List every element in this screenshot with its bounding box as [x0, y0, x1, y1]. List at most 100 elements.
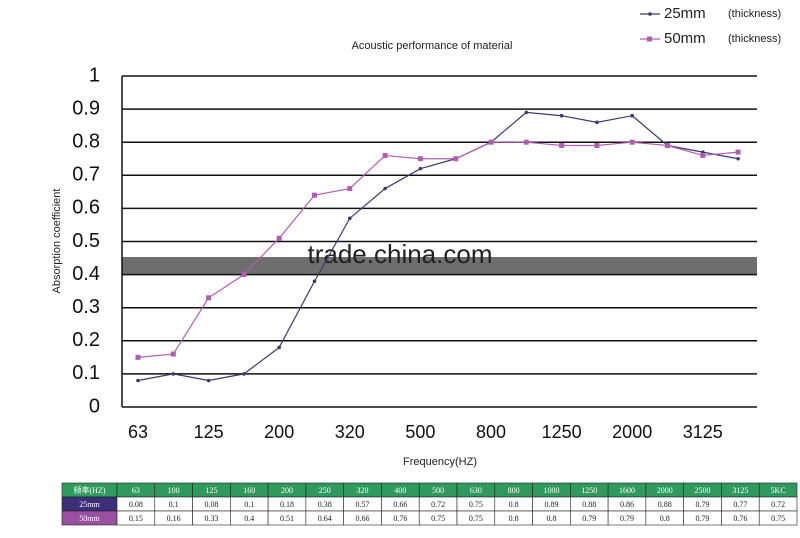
table-text: 63 [132, 486, 140, 495]
table-text: 0.16 [167, 514, 181, 523]
x-tick-label: 500 [405, 422, 435, 442]
legend-note: (thickness) [728, 33, 781, 45]
table-text: 0.75 [469, 514, 483, 523]
x-tick-label: 125 [194, 422, 224, 442]
table-text: 0.75 [771, 514, 785, 523]
table-text: 0.66 [393, 500, 407, 509]
table-text: 0.1 [169, 500, 179, 509]
y-tick-label: 0.2 [72, 329, 100, 351]
marker [488, 139, 494, 145]
y-tick-label: 0.5 [72, 230, 100, 252]
table-text: 5KC [771, 486, 786, 495]
table-text: 0.18 [280, 500, 294, 509]
marker [312, 192, 317, 198]
table-text: 50mm [79, 514, 100, 523]
table-text: 0.64 [318, 514, 332, 523]
table-text: 0.1 [244, 500, 254, 509]
marker [277, 345, 282, 350]
table-text: 0.4 [244, 514, 254, 523]
table-text: 0.8 [660, 514, 670, 523]
table-text: 0.89 [544, 500, 558, 509]
table-text: 0.75 [469, 500, 483, 509]
marker [418, 166, 423, 171]
x-tick-label: 800 [476, 422, 506, 442]
table-text: 0.8 [509, 500, 519, 509]
marker [382, 152, 388, 158]
table-text: 1250 [581, 486, 597, 495]
y-tick-label: 0.1 [72, 362, 100, 384]
table-text: 0.72 [771, 500, 785, 509]
table-text: 2500 [695, 486, 711, 495]
table-text: 0.79 [620, 514, 634, 523]
x-tick-label: 63 [128, 422, 148, 442]
marker [276, 235, 282, 241]
table-text: 630 [470, 486, 482, 495]
table-text: 0.33 [204, 514, 218, 523]
marker [524, 110, 529, 115]
table-text: 频率(HZ) [74, 485, 106, 495]
legend-marker [647, 36, 652, 42]
marker [735, 149, 741, 155]
x-tick-label: 320 [335, 422, 365, 442]
table-text: 0.76 [393, 514, 407, 523]
marker [171, 372, 176, 376]
marker [417, 156, 423, 162]
marker [523, 139, 529, 145]
table-text: 0.75 [431, 514, 445, 523]
table-text: 2000 [657, 486, 673, 495]
x-tick-label: 3125 [683, 422, 723, 442]
table-text: 0.77 [733, 500, 747, 509]
table-text: 0.79 [582, 514, 596, 523]
table-text: 3125 [732, 486, 748, 495]
y-tick-label: 0 [89, 395, 100, 417]
series-line [137, 141, 739, 358]
legend-label: 50mm [664, 30, 706, 47]
table-text: 0.8 [546, 514, 556, 523]
table-text: 0.15 [129, 514, 143, 523]
table-text: 320 [357, 486, 369, 495]
y-tick-label: 1 [89, 64, 100, 86]
table-text: 1600 [619, 486, 635, 495]
y-tick-label: 0.7 [72, 164, 100, 186]
table-text: 0.88 [582, 500, 596, 509]
y-axis-label: Absorption coefficient [51, 189, 63, 294]
legend-marker [648, 12, 652, 16]
x-tick-label: 200 [264, 422, 294, 442]
y-tick-label: 0.3 [72, 296, 100, 318]
marker [736, 156, 740, 161]
y-tick-label: 0.8 [72, 130, 100, 152]
x-tick-label: 2000 [612, 422, 652, 442]
marker [242, 372, 246, 376]
table-text: 0.08 [204, 500, 218, 509]
table-text: 25mm [79, 500, 100, 509]
table-text: 0.76 [733, 514, 747, 523]
marker [453, 156, 459, 162]
marker [700, 152, 706, 158]
watermark-band [122, 257, 757, 275]
table-text: 250 [319, 486, 331, 495]
table-text: 0.72 [431, 500, 445, 509]
legend-note: (thickness) [728, 8, 781, 20]
marker [206, 378, 211, 383]
marker [312, 279, 317, 284]
x-axis-label: Frequency(HZ) [403, 456, 477, 468]
y-tick-label: 0.9 [72, 97, 100, 119]
table-text: 0.86 [620, 500, 634, 509]
table-text: 0.79 [696, 514, 710, 523]
marker [629, 139, 635, 145]
table-text: 160 [243, 486, 255, 495]
x-tick-label: 1250 [542, 422, 582, 442]
table-text: 0.79 [696, 500, 710, 509]
table-text: 0.51 [280, 514, 294, 523]
watermark: trade.china.com [308, 239, 493, 269]
table-text: 0.88 [658, 500, 672, 509]
table-text: 125 [205, 486, 217, 495]
marker [135, 354, 141, 360]
marker [206, 295, 212, 301]
marker [170, 351, 176, 357]
table-text: 0.38 [318, 500, 332, 509]
table-cell [758, 510, 798, 526]
marker [241, 272, 247, 278]
marker [595, 120, 599, 125]
